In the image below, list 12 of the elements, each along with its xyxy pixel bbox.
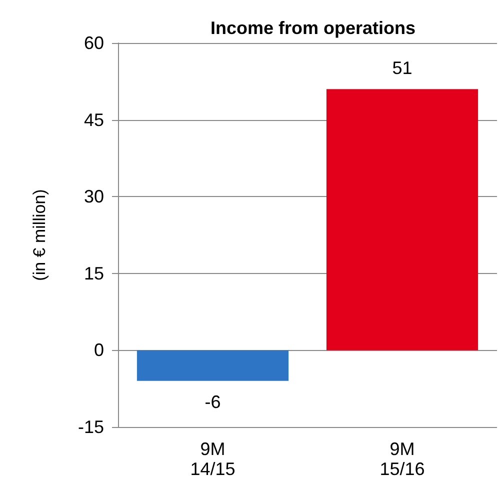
x-tick-label: 9M 15/16 [380,439,425,479]
data-label: 51 [392,58,412,78]
y-axis-title: (in € million) [30,189,49,281]
y-tick-label: 15 [84,263,104,284]
x-tick-label: 9M 14/15 [190,439,236,479]
data-label: -6 [204,392,221,412]
chart-title: Income from operations [210,18,416,38]
y-tick-label: -15 [78,417,104,437]
y-tick-label: 60 [84,33,104,53]
y-tick-label: 0 [94,340,104,360]
y-tick-label: 30 [84,186,104,207]
y-tick-label: 45 [84,110,104,130]
